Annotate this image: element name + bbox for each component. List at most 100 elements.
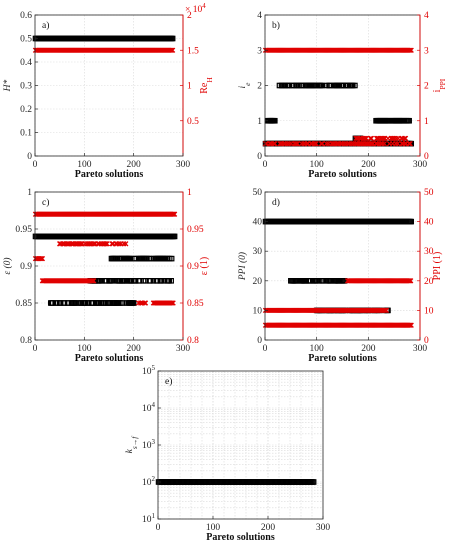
x-tick-label: 200 <box>361 160 376 170</box>
x-tick-label: 300 <box>316 523 331 533</box>
y-axis-label-left: H* <box>3 79 13 92</box>
x-tick-label: 200 <box>127 344 142 354</box>
data-point <box>408 47 414 53</box>
x-tick-label: 100 <box>206 523 221 533</box>
data-point <box>168 47 175 53</box>
data-point <box>171 211 178 217</box>
panel-label: d) <box>272 197 280 208</box>
y-tick-label-right: 0.9 <box>187 262 199 272</box>
data-point <box>408 218 415 225</box>
y-axis-label-left: ε (0) <box>2 257 13 274</box>
data-point <box>304 141 310 147</box>
y-axis-label-right: ReH <box>199 77 214 94</box>
y-tick-label-right: 1 <box>187 188 192 198</box>
data-point <box>352 82 358 89</box>
series-red-x <box>32 47 176 53</box>
y-axis-exponent-right: × 104 <box>185 2 206 15</box>
data-point <box>168 255 175 262</box>
data-point <box>320 278 326 284</box>
data-point <box>137 300 144 306</box>
data-point <box>90 278 96 284</box>
data-point <box>402 135 409 142</box>
data-point <box>171 233 178 240</box>
data-point <box>68 241 75 247</box>
panel-e: 0 100 200 300 Pareto solutions 101 102 103 104 10… <box>125 364 330 543</box>
y-tick-label: 2 <box>257 82 262 92</box>
data-point <box>168 300 174 306</box>
data-point <box>78 241 85 247</box>
y-tick-label: 103 <box>142 438 156 451</box>
data-point <box>77 241 84 247</box>
panel-label: b) <box>272 20 280 31</box>
x-axis-label: Pareto solutions <box>206 532 275 543</box>
y-tick-label: 102 <box>142 475 156 488</box>
data-point <box>103 241 109 247</box>
data-point <box>407 141 413 147</box>
data-point <box>96 241 102 247</box>
x-tick-label: 200 <box>127 160 142 170</box>
x-tick-label: 100 <box>310 344 325 354</box>
data-point <box>130 300 137 306</box>
data-point <box>169 211 176 217</box>
data-point <box>310 479 317 485</box>
y-tick-label-right: 0 <box>424 152 429 162</box>
x-tick-label: 0 <box>156 523 161 533</box>
x-tick-label: 300 <box>413 160 428 170</box>
y-axis-label-right: PPI (1) <box>432 252 443 281</box>
data-point <box>89 278 95 284</box>
data-point <box>367 135 374 142</box>
data-point <box>109 241 115 247</box>
data-point <box>312 141 318 147</box>
y-tick-label: 1 <box>257 117 262 127</box>
x-axis-label: Pareto solutions <box>308 169 377 180</box>
data-point <box>368 135 375 142</box>
data-point <box>272 141 278 147</box>
data-point <box>381 135 387 142</box>
data-point <box>116 241 122 247</box>
y-tick-label-right: 1 <box>424 117 429 127</box>
y-tick-label: 4 <box>257 11 262 21</box>
data-point <box>407 47 413 53</box>
y-tick-label: 101 <box>142 512 156 525</box>
data-point <box>401 135 408 142</box>
x-tick-label: 200 <box>261 523 276 533</box>
y-axis-label-left: PPI (0) <box>237 252 248 281</box>
y-tick-label: 3 <box>257 46 262 56</box>
data-point <box>86 241 92 247</box>
y-tick-label: 0.4 <box>20 58 32 68</box>
y-tick-label: 0.95 <box>15 225 32 235</box>
data-point <box>169 35 176 42</box>
data-point <box>383 307 390 314</box>
y-tick-label: 0.2 <box>20 105 32 115</box>
data-point <box>294 141 301 147</box>
x-axis-label: Pareto solutions <box>308 353 377 364</box>
data-point <box>318 141 324 147</box>
data-point <box>123 241 129 247</box>
y-tick-label: 0.9 <box>20 262 32 272</box>
x-tick-label: 0 <box>33 160 38 170</box>
data-point <box>406 141 412 147</box>
y-tick-label: 0.5 <box>20 35 32 45</box>
data-point <box>169 47 176 53</box>
data-point <box>121 241 127 247</box>
data-point <box>406 117 412 124</box>
data-point <box>402 141 408 147</box>
panel-a: 0 100 200 300 Pareto solutions 0 0.1 0.2 0.3 0.4 0… <box>3 2 214 180</box>
panel-label: a) <box>42 20 49 31</box>
x-tick-label: 100 <box>310 160 325 170</box>
y-tick-label: 104 <box>142 401 156 414</box>
y-tick-label: 105 <box>142 364 156 377</box>
x-tick-label: 0 <box>263 344 268 354</box>
panel-b: 0 100 200 300 Pareto solutions 0 1 2 3 4 ie 0 1 2 3 4 iP… <box>238 11 447 180</box>
data-point <box>313 141 319 147</box>
y-tick-label-right: 20 <box>424 277 434 287</box>
data-point <box>64 241 71 247</box>
y-tick-label-right: 10 <box>424 306 434 316</box>
y-tick-label-right: 4 <box>424 11 429 21</box>
y-tick-label-right: 40 <box>424 218 434 228</box>
data-point <box>39 255 46 262</box>
y-tick-label-right: 1.5 <box>187 46 199 56</box>
x-tick-label: 300 <box>413 344 428 354</box>
